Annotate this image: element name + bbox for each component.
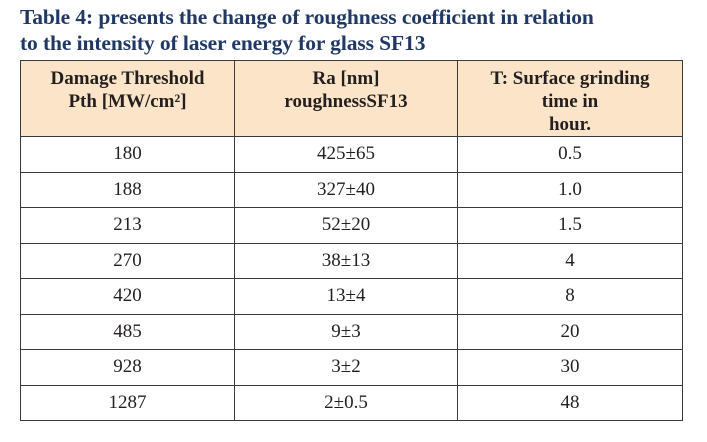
cell-grinding-time: 8	[457, 278, 683, 315]
cell-threshold: 270	[20, 242, 235, 279]
cell-roughness: 38±13	[234, 242, 458, 279]
roughness-table: Damage Threshold Pth [MW/cm²] Ra [nm] ro…	[20, 60, 683, 421]
cell-grinding-time: 1.5	[457, 207, 683, 244]
cell-roughness: 52±20	[234, 207, 458, 244]
header-roughness: Ra [nm] roughnessSF13	[234, 60, 458, 137]
header-text: Ra [nm]	[312, 68, 380, 89]
table-caption: Table 4: presents the change of roughnes…	[20, 4, 700, 56]
header-damage-threshold: Damage Threshold Pth [MW/cm²]	[20, 60, 235, 137]
header-text: time in	[541, 91, 599, 112]
header-text: T: Surface grinding	[490, 68, 650, 89]
caption-line-2: to the intensity of laser energy for gla…	[20, 31, 426, 55]
cell-roughness: 425±65	[234, 136, 458, 173]
header-text: hour.	[548, 114, 592, 135]
cell-threshold: 188	[20, 171, 235, 208]
header-text: Damage Threshold	[50, 68, 205, 89]
table-row: 188 327±40 1.0	[20, 171, 683, 208]
header-text: roughnessSF13	[284, 91, 408, 112]
table-row: 180 425±65 0.5	[20, 136, 683, 173]
table-row: 928 3±2 30	[20, 349, 683, 386]
table-row: 485 9±3 20	[20, 313, 683, 350]
cell-threshold: 1287	[20, 384, 235, 421]
table-body: 180 425±65 0.5 188 327±40 1.0 213 52±20 …	[20, 136, 683, 421]
table-row: 420 13±4 8	[20, 278, 683, 315]
cell-threshold: 213	[20, 207, 235, 244]
cell-threshold: 420	[20, 278, 235, 315]
cell-grinding-time: 48	[457, 384, 683, 421]
cell-roughness: 3±2	[234, 349, 458, 386]
cell-grinding-time: 20	[457, 313, 683, 350]
table-row: 213 52±20 1.5	[20, 207, 683, 244]
cell-threshold: 180	[20, 136, 235, 173]
cell-grinding-time: 0.5	[457, 136, 683, 173]
table-header: Damage Threshold Pth [MW/cm²] Ra [nm] ro…	[20, 60, 683, 137]
cell-grinding-time: 4	[457, 242, 683, 279]
cell-grinding-time: 1.0	[457, 171, 683, 208]
header-grinding-time: T: Surface grinding time in hour.	[457, 60, 683, 137]
table-row: 1287 2±0.5 48	[20, 384, 683, 421]
cell-roughness: 327±40	[234, 171, 458, 208]
table-row: 270 38±13 4	[20, 242, 683, 279]
cell-grinding-time: 30	[457, 349, 683, 386]
header-text: Pth [MW/cm²]	[68, 91, 187, 112]
cell-roughness: 13±4	[234, 278, 458, 315]
caption-line-1: Table 4: presents the change of roughnes…	[20, 5, 594, 29]
cell-threshold: 928	[20, 349, 235, 386]
cell-roughness: 2±0.5	[234, 384, 458, 421]
cell-threshold: 485	[20, 313, 235, 350]
header-row: Damage Threshold Pth [MW/cm²] Ra [nm] ro…	[20, 60, 683, 137]
cell-roughness: 9±3	[234, 313, 458, 350]
